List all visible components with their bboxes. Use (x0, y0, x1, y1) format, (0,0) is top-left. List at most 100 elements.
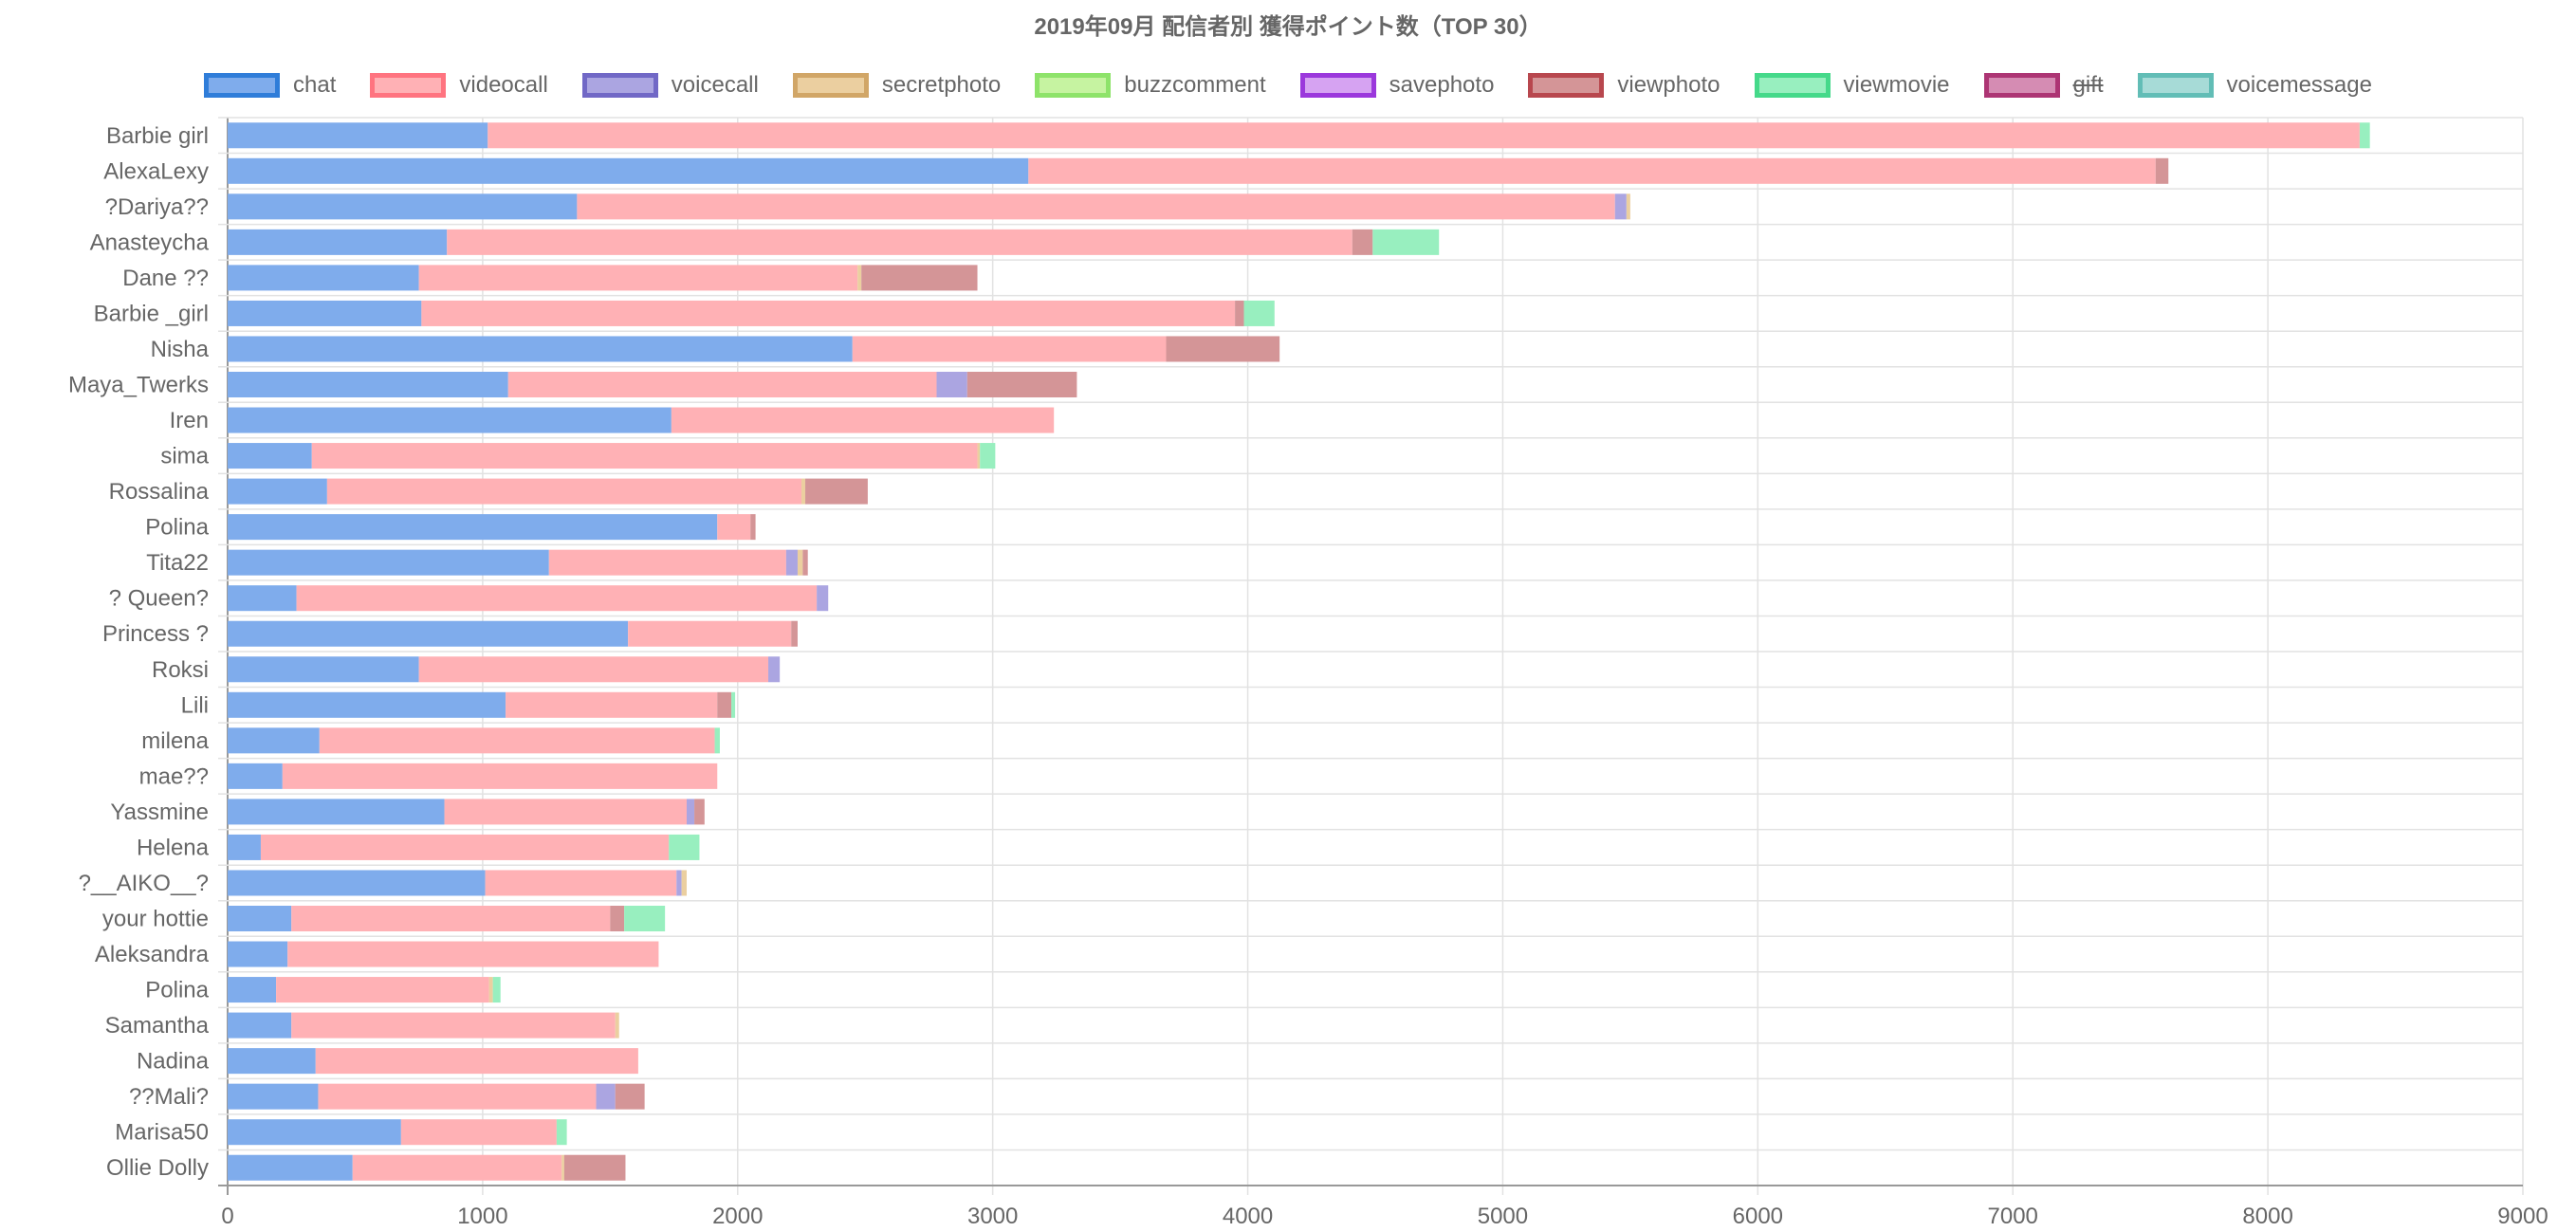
bar-chat (228, 620, 629, 647)
x-tick-label: 9000 (2497, 1204, 2548, 1229)
bar-voicecall (1614, 193, 1627, 220)
legend-label: buzzcomment (1124, 72, 1266, 98)
bar-videocall (1028, 157, 2156, 184)
legend-item-viewmovie[interactable]: viewmovie (1754, 72, 1950, 99)
x-tick-label: 7000 (1988, 1204, 2038, 1229)
bar-chat (228, 585, 297, 612)
x-tick-label: 5000 (1478, 1204, 1528, 1229)
category-label: Nadina (137, 1049, 210, 1075)
bar-viewmovie (980, 443, 996, 469)
category-label: Samantha (105, 1013, 210, 1039)
category-label: Maya_Twerks (68, 373, 209, 398)
bar-voicecall (817, 585, 829, 612)
bar-secretphoto (977, 443, 981, 469)
bar-viewmovie (556, 1119, 567, 1146)
category-label: Dane ?? (122, 266, 209, 291)
x-tick-label: 2000 (712, 1204, 763, 1229)
chart-title: 2019年09月 配信者別 獲得ポイント数（TOP 30） (1034, 14, 1542, 40)
x-tick-label: 4000 (1223, 1204, 1273, 1229)
legend-item-viewphoto[interactable]: viewphoto (1528, 72, 1720, 99)
bar-videocall (852, 336, 1167, 362)
legend-swatch (370, 73, 447, 98)
bar-videocall (311, 443, 978, 469)
legend-item-voicecall[interactable]: voicecall (581, 72, 759, 99)
bar-chat (228, 799, 445, 825)
bar-chat (228, 371, 508, 398)
bar-viewphoto (615, 1083, 645, 1110)
bar-voicecall (676, 870, 682, 896)
bar-secretphoto (681, 870, 687, 896)
bar-videocall (282, 763, 718, 789)
bar-viewphoto (694, 799, 705, 825)
bar-viewmovie (1372, 229, 1440, 255)
category-label: Aleksandra (95, 942, 210, 967)
bar-viewphoto (861, 265, 978, 291)
bar-viewmovie (731, 691, 736, 718)
legend-label: viewphoto (1617, 72, 1720, 98)
category-label: ??Mali? (129, 1084, 209, 1110)
bar-secretphoto (797, 549, 803, 576)
category-label: mae?? (139, 763, 209, 789)
bar-viewphoto (1352, 229, 1373, 255)
bar-videocall (319, 727, 715, 754)
bar-viewmovie (1243, 300, 1275, 326)
legend-swatch (1983, 73, 2060, 98)
category-label: Barbie _girl (94, 301, 209, 326)
bar-chat (228, 691, 506, 718)
bar-videocall (444, 799, 687, 825)
bar-viewmovie (669, 834, 700, 860)
legend-label: chat (293, 72, 337, 98)
legend-item-gift[interactable]: gift (1983, 72, 2104, 99)
legend-label: savephoto (1389, 72, 1495, 98)
legend-swatch (792, 73, 869, 98)
legend: chat videocall voicecall secretphoto buzzcom… (0, 68, 2576, 102)
bar-chat (228, 1048, 316, 1075)
legend-item-buzzcomment[interactable]: buzzcomment (1035, 72, 1266, 99)
category-label: Polina (145, 978, 209, 1003)
bar-viewphoto (717, 691, 732, 718)
bar-chat (228, 407, 672, 433)
bar-secretphoto (857, 265, 862, 291)
bar-viewphoto (1166, 336, 1280, 362)
bar-videocall (485, 870, 677, 896)
bar-viewmovie (492, 977, 501, 1003)
category-label: Iren (170, 408, 209, 433)
bar-videocall (296, 585, 818, 612)
bar-viewphoto (2155, 157, 2169, 184)
bar-viewphoto (563, 1154, 626, 1181)
legend-swatch (581, 73, 658, 98)
bar-chat (228, 727, 320, 754)
legend-item-secretphoto[interactable]: secretphoto (792, 72, 1001, 99)
legend-item-videocall[interactable]: videocall (370, 72, 548, 99)
category-label: your hottie (102, 907, 209, 932)
bar-viewphoto (750, 514, 756, 541)
bar-viewphoto (791, 620, 798, 647)
bar-chat (228, 157, 1029, 184)
x-tick-label: 0 (221, 1204, 233, 1229)
bar-viewphoto (805, 478, 868, 505)
bar-videocall (506, 691, 718, 718)
bar-videocall (717, 514, 751, 541)
category-label: Tita22 (146, 550, 209, 576)
legend-item-voicemessage[interactable]: voicemessage (2137, 72, 2372, 99)
bar-videocall (488, 122, 2360, 149)
legend-item-savephoto[interactable]: savephoto (1299, 72, 1495, 99)
bar-chat (228, 336, 853, 362)
bar-secretphoto (561, 1154, 564, 1181)
bar-videocall (260, 834, 670, 860)
bar-videocall (291, 905, 611, 932)
bar-chat (228, 1012, 292, 1039)
bar-chat (228, 763, 283, 789)
category-label: Anasteycha (90, 230, 210, 255)
bar-secretphoto (488, 977, 493, 1003)
category-label: Princess ? (102, 621, 209, 647)
legend-item-chat[interactable]: chat (204, 72, 336, 99)
bar-videocall (315, 1048, 638, 1075)
category-label: ? Queen? (109, 586, 209, 612)
bar-videocall (418, 656, 769, 683)
category-label: Ollie Dolly (106, 1155, 209, 1181)
bar-videocall (326, 478, 801, 505)
bar-viewphoto (802, 549, 808, 576)
bar-chat (228, 1154, 353, 1181)
